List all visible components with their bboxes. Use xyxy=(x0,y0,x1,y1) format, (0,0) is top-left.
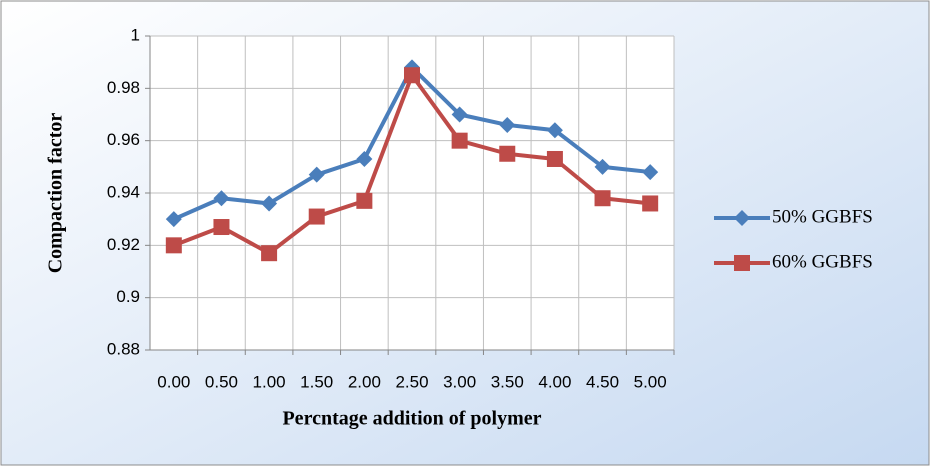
data-point xyxy=(165,211,182,228)
y-tick-label: 0.98 xyxy=(107,78,140,97)
x-tick-label: 4.00 xyxy=(538,372,571,391)
x-tick-label: 2.00 xyxy=(348,372,381,391)
data-point xyxy=(451,132,468,149)
data-point xyxy=(356,150,373,167)
data-point xyxy=(308,208,325,225)
x-tick-label: 1.00 xyxy=(253,372,286,391)
data-point xyxy=(404,67,420,84)
data-point xyxy=(165,237,182,254)
data-point xyxy=(261,245,278,262)
x-tick-label: 4.50 xyxy=(586,372,619,391)
y-tick-label: 0.88 xyxy=(107,339,140,358)
data-point xyxy=(546,122,563,139)
y-axis-title: Compaction factor xyxy=(45,113,67,274)
x-tick-label: 3.00 xyxy=(443,372,476,391)
x-tick-label: 0.50 xyxy=(205,372,238,391)
x-tick-label: 5.00 xyxy=(634,372,667,391)
y-tick-label: 1 xyxy=(131,25,140,44)
x-tick-label: 1.50 xyxy=(300,372,333,391)
legend-marker xyxy=(734,255,750,271)
y-tick-label: 0.94 xyxy=(107,182,140,201)
y-tick-label: 0.92 xyxy=(107,235,140,254)
x-tick-label: 3.50 xyxy=(491,372,524,391)
data-point xyxy=(594,158,611,175)
data-point xyxy=(451,106,468,123)
legend-marker xyxy=(734,210,750,226)
legend-text: 60% GGBFS xyxy=(772,251,873,272)
data-point xyxy=(213,219,230,236)
data-point xyxy=(499,116,516,133)
data-point xyxy=(356,192,373,209)
data-point xyxy=(261,195,278,212)
data-point xyxy=(499,145,516,162)
legend-text: 50% GGBFS xyxy=(772,206,873,227)
y-tick-label: 0.96 xyxy=(107,130,140,149)
data-point xyxy=(594,190,611,207)
data-point xyxy=(642,195,659,212)
data-point xyxy=(546,150,563,167)
x-tick-label: 2.50 xyxy=(395,372,428,391)
data-point xyxy=(308,166,325,183)
x-axis-title: Percntage addition of polymer xyxy=(282,408,541,430)
data-point xyxy=(642,164,659,181)
data-point xyxy=(213,190,230,207)
x-tick-label: 0.00 xyxy=(157,372,190,391)
y-tick-label: 0.9 xyxy=(116,287,140,306)
